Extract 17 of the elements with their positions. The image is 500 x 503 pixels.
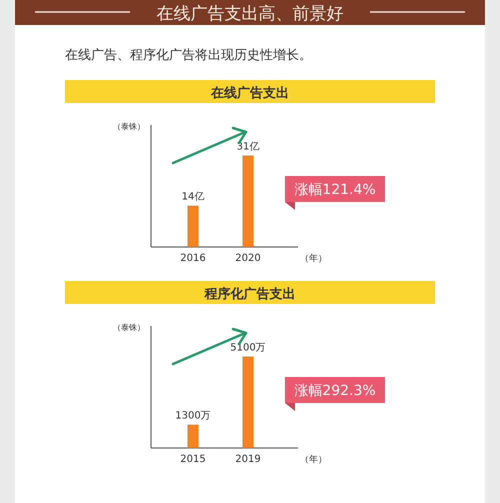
y-axis-title: （泰铢） (113, 122, 145, 131)
x-axis-title: （年） (300, 454, 327, 465)
x-axis-title: （年） (300, 253, 327, 264)
data-label: 5100万 (230, 342, 266, 354)
chart-title: 在线广告支出 (210, 85, 289, 101)
x-tick-label: 2019 (235, 454, 261, 465)
text: 在线广告支出高、前景好 (156, 4, 344, 24)
annotation: 涨幅292.3% (294, 383, 376, 399)
x-tick-label: 2016 (180, 253, 206, 264)
text: 在线广告、程序化广告将出现历史性增长。 (65, 47, 312, 63)
annotation: 涨幅121.4% (294, 182, 376, 198)
chart-title: 程序化广告支出 (204, 286, 296, 302)
data-label: 14亿 (182, 192, 204, 203)
y-axis-title: （泰铢） (113, 323, 145, 332)
data-label: 1300万 (175, 410, 211, 422)
x-tick-label: 2020 (235, 253, 261, 264)
x-tick-label: 2015 (180, 454, 206, 465)
